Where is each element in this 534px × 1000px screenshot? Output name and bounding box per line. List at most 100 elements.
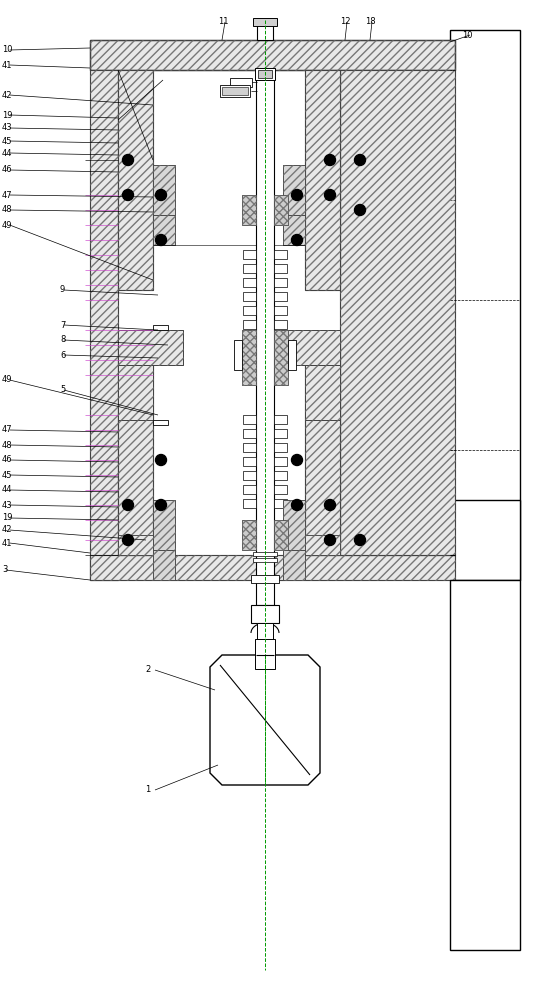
Bar bbox=[230, 78, 252, 87]
Text: 1: 1 bbox=[145, 786, 150, 794]
Text: 11: 11 bbox=[218, 17, 229, 26]
Circle shape bbox=[155, 454, 167, 466]
Circle shape bbox=[155, 190, 167, 200]
Bar bbox=[283, 500, 305, 550]
Text: 46: 46 bbox=[2, 456, 13, 464]
Circle shape bbox=[325, 534, 335, 546]
Circle shape bbox=[325, 154, 335, 165]
Bar bbox=[118, 335, 153, 555]
Text: 44: 44 bbox=[2, 486, 12, 494]
Bar bbox=[90, 555, 455, 580]
Bar bbox=[90, 70, 118, 580]
Text: 49: 49 bbox=[2, 375, 12, 384]
Circle shape bbox=[122, 534, 134, 546]
Text: 48: 48 bbox=[2, 440, 13, 450]
Text: 42: 42 bbox=[2, 526, 12, 534]
Bar bbox=[274, 250, 287, 259]
Bar bbox=[450, 500, 520, 580]
Text: 9: 9 bbox=[60, 286, 65, 294]
Bar bbox=[274, 499, 287, 508]
Bar bbox=[118, 335, 153, 555]
Bar bbox=[274, 195, 288, 225]
Bar bbox=[243, 320, 256, 329]
Text: 18: 18 bbox=[365, 17, 375, 26]
Bar bbox=[274, 485, 287, 494]
Text: 43: 43 bbox=[2, 500, 13, 510]
Bar bbox=[275, 330, 340, 365]
Text: 43: 43 bbox=[2, 123, 13, 132]
Text: 41: 41 bbox=[2, 538, 12, 548]
Bar bbox=[118, 535, 153, 555]
Bar bbox=[305, 70, 340, 290]
Bar bbox=[118, 330, 183, 365]
Bar bbox=[305, 335, 340, 555]
Bar bbox=[153, 550, 175, 580]
Bar bbox=[90, 555, 455, 580]
Bar bbox=[118, 365, 153, 420]
Circle shape bbox=[292, 499, 302, 510]
Bar bbox=[153, 215, 175, 245]
Text: 6: 6 bbox=[60, 351, 65, 360]
Text: 10: 10 bbox=[2, 45, 12, 54]
Bar bbox=[274, 429, 287, 438]
Bar bbox=[274, 443, 287, 452]
Bar bbox=[450, 30, 520, 580]
Bar bbox=[243, 429, 256, 438]
Bar bbox=[153, 500, 175, 550]
Bar bbox=[283, 550, 305, 580]
Circle shape bbox=[122, 499, 134, 510]
Circle shape bbox=[122, 154, 134, 165]
Bar bbox=[243, 499, 256, 508]
Bar bbox=[153, 215, 175, 245]
Bar bbox=[274, 264, 287, 273]
Bar bbox=[251, 575, 279, 583]
Bar bbox=[253, 552, 277, 556]
Circle shape bbox=[325, 190, 335, 200]
Bar bbox=[305, 535, 340, 555]
Bar bbox=[242, 195, 256, 225]
Bar bbox=[242, 330, 256, 385]
Bar bbox=[274, 320, 287, 329]
Circle shape bbox=[155, 234, 167, 245]
Bar bbox=[274, 334, 287, 343]
Text: 47: 47 bbox=[2, 190, 13, 200]
Bar bbox=[242, 195, 256, 225]
Circle shape bbox=[325, 499, 335, 510]
Bar bbox=[255, 639, 275, 669]
Text: 7: 7 bbox=[60, 320, 65, 330]
Bar bbox=[253, 558, 277, 562]
Bar bbox=[257, 623, 273, 639]
Text: 12: 12 bbox=[340, 17, 350, 26]
Bar bbox=[256, 580, 274, 605]
Bar bbox=[243, 292, 256, 301]
Bar bbox=[243, 278, 256, 287]
Circle shape bbox=[122, 190, 134, 200]
Bar bbox=[243, 471, 256, 480]
Bar bbox=[243, 334, 256, 343]
Bar bbox=[283, 215, 305, 245]
Bar bbox=[274, 306, 287, 315]
Text: 49: 49 bbox=[2, 221, 12, 230]
Bar bbox=[243, 264, 256, 273]
Bar bbox=[243, 306, 256, 315]
Bar bbox=[274, 520, 288, 550]
Circle shape bbox=[292, 190, 302, 200]
Text: 5: 5 bbox=[60, 385, 65, 394]
Bar bbox=[243, 415, 256, 424]
Bar bbox=[153, 165, 175, 215]
Text: 46: 46 bbox=[2, 165, 13, 174]
Bar bbox=[283, 500, 305, 550]
Bar bbox=[118, 70, 153, 290]
Circle shape bbox=[155, 499, 167, 510]
Bar bbox=[242, 330, 256, 385]
Circle shape bbox=[292, 234, 302, 245]
Text: 8: 8 bbox=[60, 336, 65, 344]
Text: 2: 2 bbox=[145, 666, 150, 674]
Bar bbox=[274, 457, 287, 466]
Bar bbox=[253, 18, 277, 26]
Bar bbox=[90, 70, 118, 580]
Bar bbox=[243, 250, 256, 259]
Bar bbox=[251, 605, 279, 623]
Bar bbox=[243, 457, 256, 466]
Bar bbox=[274, 195, 288, 225]
